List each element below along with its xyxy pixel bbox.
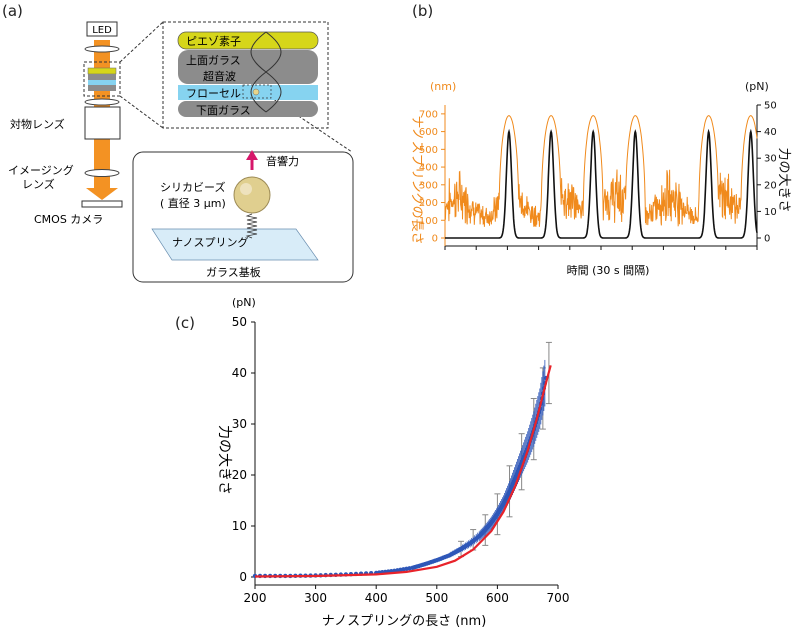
imaging-lens <box>84 169 120 177</box>
b-right-tick-label: 10 <box>764 207 777 218</box>
objective-body <box>84 106 121 140</box>
b-right-tick-label: 20 <box>764 180 777 191</box>
c-y-tick-label: 40 <box>232 366 247 380</box>
imaging-lens-label-2: レンズ <box>22 177 55 191</box>
mini-bead <box>252 88 260 96</box>
zoom-box <box>83 61 121 97</box>
schematic-figure: LED 対物レンズ イメージング レンズ CMOS カメラ ピエゾ素子 上面ガラ… <box>8 21 354 283</box>
panel-label-a: (a) <box>2 2 23 20</box>
cmos-camera <box>81 200 123 208</box>
c-y-axis-label: 力の大きさ <box>216 425 232 495</box>
sample-glass-mini <box>88 74 116 80</box>
b-right-tick-label: 30 <box>764 154 777 165</box>
b-left-tick-label: 400 <box>419 163 438 174</box>
chart-force-length: (pN) 力の大きさ ナノスプリングの長さ (nm) 200 300 400 500 6… <box>216 296 570 629</box>
c-y-tick-label: 20 <box>232 468 247 482</box>
led-label: LED <box>92 25 112 36</box>
substrate-label: ガラス基板 <box>206 265 261 279</box>
b-left-unit: (nm) <box>430 80 456 93</box>
c-x-tick-label: 300 <box>304 591 327 605</box>
camera-label: CMOS カメラ <box>34 213 103 226</box>
sample-bottom-mini <box>88 85 116 91</box>
c-x-tick-label: 700 <box>547 591 570 605</box>
b-left-tick-label: 100 <box>419 216 438 227</box>
c-y-tick-label: 0 <box>239 570 247 584</box>
beam-arrowhead <box>86 188 118 200</box>
top-glass <box>178 50 318 84</box>
chart-time-trace: (nm) (pN) ナノスプリングの長さ 力の大きさ 時間 (30 s 間隔) … <box>409 80 791 277</box>
top-glass-label: 上面ガラス <box>186 54 241 67</box>
c-y-tick-label: 30 <box>232 417 247 431</box>
c-y-unit: (pN) <box>232 296 256 309</box>
glass-substrate <box>151 228 319 261</box>
panel-label-b: (b) <box>412 2 434 20</box>
c-fit-curve <box>254 365 552 578</box>
ultrasound-label: 超音波 <box>203 69 236 83</box>
b-left-axis-label: ナノスプリングの長さ <box>409 115 424 244</box>
nanospring-coil <box>245 213 258 239</box>
b-right-tick-label: 0 <box>764 234 770 245</box>
c-y-tick-label: 50 <box>232 315 247 329</box>
piezo-element <box>177 31 319 50</box>
sample-piezo-mini <box>87 67 117 75</box>
c-x-tick-label: 500 <box>425 591 448 605</box>
led-box <box>86 21 118 37</box>
b-right-tick-label: 50 <box>764 101 777 112</box>
c-x-tick-label: 200 <box>244 591 267 605</box>
b-left-tick-label: 500 <box>419 145 438 156</box>
silica-bead <box>233 176 271 214</box>
b-left-tick-label: 600 <box>419 127 438 138</box>
objective-label: 対物レンズ <box>10 117 65 131</box>
c-x-tick-label: 600 <box>486 591 509 605</box>
bottom-glass-label: 下面ガラス <box>196 104 251 117</box>
bottom-glass <box>178 101 318 117</box>
c-y-tick-label: 10 <box>232 519 247 533</box>
b-left-tick-label: 300 <box>419 180 438 191</box>
c-x-axis-label: ナノスプリングの長さ (nm) <box>322 614 487 629</box>
piezo-label: ピエゾ素子 <box>186 35 241 48</box>
objective-lens-top <box>84 98 120 106</box>
b-right-axis-label: 力の大きさ <box>776 147 791 212</box>
force-label: 音響力 <box>266 154 299 168</box>
b-right-tick-label: 40 <box>764 127 777 138</box>
b-left-tick-label: 200 <box>419 198 438 209</box>
standing-wave-2 <box>250 31 282 113</box>
b-right-unit: (pN) <box>745 80 769 93</box>
nanospring-label: ナノスプリング <box>172 235 248 249</box>
bead-detail-box <box>132 151 354 283</box>
b-left-tick-label: 0 <box>432 234 438 245</box>
force-arrow <box>246 150 258 160</box>
panel-label-c: (c) <box>175 314 195 332</box>
cell-inset-box <box>162 21 329 129</box>
bead-label-1: シリカビーズ <box>160 180 225 194</box>
b-series-spring-length <box>444 115 758 227</box>
b-series-force <box>445 128 758 239</box>
condenser-lens <box>84 45 120 53</box>
c-x-tick-label: 400 <box>365 591 388 605</box>
flow-cell-label: フローセル <box>186 87 241 100</box>
sample-flow-mini <box>88 80 116 85</box>
b-left-tick-label: 700 <box>419 109 438 120</box>
flow-cell <box>178 85 318 100</box>
bead-label-2: ( 直径 3 μm) <box>160 196 226 210</box>
imaging-lens-label-1: イメージング <box>8 163 74 177</box>
b-x-axis-label: 時間 (30 s 間隔) <box>567 264 650 277</box>
